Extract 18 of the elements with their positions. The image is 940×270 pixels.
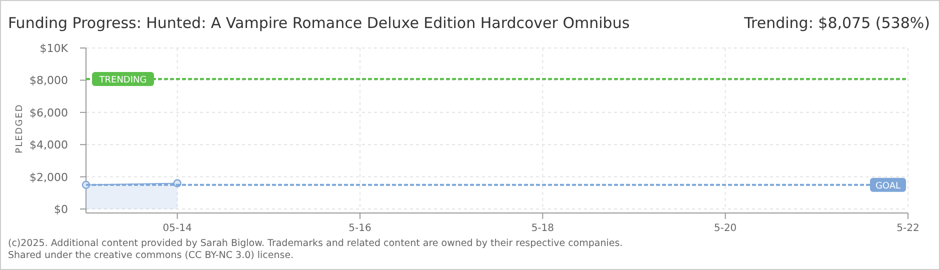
y-tick-label: $8,000 <box>30 74 68 88</box>
text: Trending: $8,075 (538%) <box>743 14 930 32</box>
y-tick-label: $10K <box>40 42 69 55</box>
y-tick-label: $6,000 <box>30 106 68 120</box>
y-tick-label: $4,000 <box>30 138 68 152</box>
y-tick-label: $2,000 <box>30 170 68 184</box>
chart-title: Funding Progress: Hunted: A Vampire Romance Deluxe Edition Hardcover Omnibus <box>8 14 630 32</box>
x-tick-label: 5-22 <box>896 223 920 234</box>
x-tick-label: 5-20 <box>714 223 737 234</box>
x-tick-label: 05-14 <box>162 223 192 234</box>
y-tick-label: $0 <box>54 203 68 216</box>
text: (c)2025. Additional content provided by Sarah Biglow. Trademarks and related content are owned by their respective companies. <box>8 238 623 249</box>
ref-line-label: TRENDING <box>98 75 147 86</box>
x-tick-label: 5-16 <box>348 223 372 234</box>
x-tick-label: 5-18 <box>531 223 554 234</box>
ref-line-label: GOAL <box>875 181 901 192</box>
text: Shared under the creative commons (CC BY-NC 3.0) license. <box>8 250 294 261</box>
y-axis-title: PLEDGED <box>15 104 25 154</box>
